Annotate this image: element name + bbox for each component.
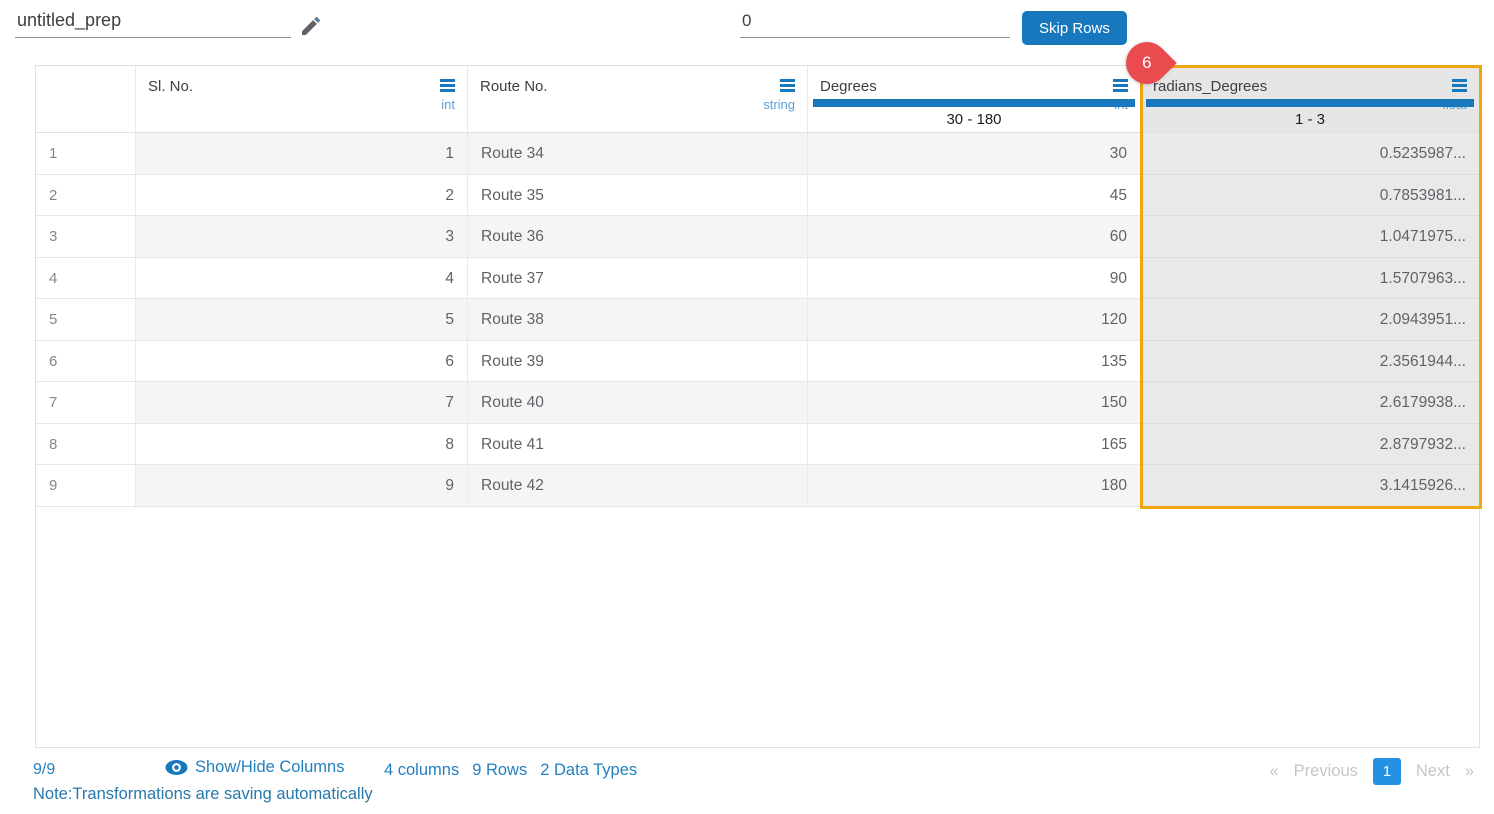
column-menu-icon[interactable]	[440, 79, 455, 92]
column-menu-icon[interactable]	[1452, 79, 1467, 92]
row-count-indicator: 9/9	[33, 761, 56, 778]
cell-route-no: Route 36	[468, 216, 808, 258]
column-range-bar	[1146, 99, 1474, 107]
cell-radians-degrees: 0.7853981...	[1141, 174, 1479, 217]
cell-row-index: 9	[36, 465, 136, 507]
pagination-page-1[interactable]: 1	[1372, 758, 1401, 785]
cell-sl-no: 9	[136, 465, 468, 507]
cell-sl-no: 5	[136, 299, 468, 341]
column-header-route-no[interactable]: Route No. string	[468, 66, 808, 133]
pagination-first[interactable]: «	[1269, 762, 1279, 780]
cell-degrees: 120	[808, 299, 1141, 341]
cell-radians-degrees: 1.0471975...	[1141, 216, 1479, 258]
skip-rows-button[interactable]: Skip Rows	[1022, 11, 1127, 45]
rows-count: 9 Rows	[472, 761, 528, 779]
cell-route-no: Route 41	[468, 423, 808, 466]
cell-degrees: 60	[808, 216, 1141, 258]
column-type-label: string	[763, 97, 795, 112]
pagination-next[interactable]: Next	[1415, 762, 1450, 780]
cell-row-index: 2	[36, 174, 136, 217]
step-badge-number: 6	[1142, 53, 1152, 72]
cell-radians-degrees: 2.3561944...	[1141, 340, 1479, 383]
cell-row-index: 1	[36, 133, 136, 175]
cell-sl-no: 2	[136, 174, 468, 217]
cell-radians-degrees: 2.0943951...	[1141, 299, 1479, 341]
edit-name-button[interactable]	[298, 14, 324, 40]
column-range-label: 30 - 180	[946, 111, 1002, 128]
cell-radians-degrees: 0.5235987...	[1141, 133, 1479, 175]
column-menu-icon[interactable]	[780, 79, 795, 92]
cell-route-no: Route 34	[468, 133, 808, 175]
cell-route-no: Route 40	[468, 382, 808, 424]
show-hide-columns-label: Show/Hide Columns	[195, 758, 345, 776]
cell-degrees: 30	[808, 133, 1141, 175]
pagination-last[interactable]: »	[1464, 762, 1474, 780]
top-bar: Skip Rows	[0, 0, 1494, 56]
column-header-sl-no[interactable]: Sl. No. int	[136, 66, 468, 133]
column-header-row-index	[36, 66, 136, 133]
cell-route-no: Route 35	[468, 174, 808, 217]
cell-row-index: 3	[36, 216, 136, 258]
cell-row-index: 7	[36, 382, 136, 424]
column-range-label: 1 - 3	[1294, 111, 1325, 128]
column-type-label: int	[441, 97, 455, 112]
cell-degrees: 45	[808, 174, 1141, 217]
prep-name-input[interactable]	[15, 8, 291, 38]
eye-icon	[165, 759, 188, 776]
dataset-summary: 4 columns 9 Rows 2 Data Types	[384, 761, 637, 780]
autosave-note: Note:Transformations are saving automati…	[33, 785, 373, 803]
cell-sl-no: 6	[136, 340, 468, 383]
cell-degrees: 180	[808, 465, 1141, 507]
skip-rows-input[interactable]	[740, 9, 1010, 38]
column-label-degrees: Degrees	[820, 78, 877, 95]
cell-row-index: 4	[36, 257, 136, 300]
cell-sl-no: 1	[136, 133, 468, 175]
table-header-row: Sl. No. int Route No. string Degreesint30 - …	[36, 66, 1479, 133]
column-header-radians-degrees[interactable]: radians_Degreesfloat1 - 3	[1141, 66, 1479, 133]
cell-sl-no: 8	[136, 423, 468, 466]
cell-degrees: 150	[808, 382, 1141, 424]
cell-sl-no: 7	[136, 382, 468, 424]
cell-degrees: 165	[808, 423, 1141, 466]
cell-route-no: Route 42	[468, 465, 808, 507]
pencil-icon	[299, 17, 323, 41]
cell-route-no: Route 39	[468, 340, 808, 383]
column-label-route-no: Route No.	[480, 78, 548, 95]
column-label-sl-no: Sl. No.	[148, 78, 194, 95]
column-header-degrees[interactable]: Degreesint30 - 180	[808, 66, 1141, 133]
cell-radians-degrees: 2.8797932...	[1141, 423, 1479, 466]
column-menu-icon[interactable]	[1113, 79, 1128, 92]
cell-radians-degrees: 3.1415926...	[1141, 465, 1479, 507]
cell-sl-no: 3	[136, 216, 468, 258]
columns-count: 4 columns	[384, 761, 460, 779]
pagination-previous[interactable]: Previous	[1293, 762, 1358, 780]
cell-sl-no: 4	[136, 257, 468, 300]
table-body: 1 1 Route 34 30 0.5235987... 2 2 Route 35 45 0.78…	[36, 133, 1479, 507]
data-table: Sl. No. int Route No. string Degreesint30 - …	[35, 33, 1482, 748]
footer-bar: 9/9 Show/Hide Columns 4 columns 9 Rows 2…	[0, 748, 1494, 814]
cell-degrees: 135	[808, 340, 1141, 383]
cell-radians-degrees: 2.6179938...	[1141, 382, 1479, 424]
cell-degrees: 90	[808, 257, 1141, 300]
cell-row-index: 6	[36, 340, 136, 383]
pagination: « Previous 1 Next »	[1269, 758, 1474, 785]
cell-radians-degrees: 1.5707963...	[1141, 257, 1479, 300]
show-hide-columns-button[interactable]: Show/Hide Columns	[165, 758, 344, 777]
column-label-radians-degrees: radians_Degrees	[1153, 78, 1268, 95]
cell-route-no: Route 38	[468, 299, 808, 341]
column-range-bar	[813, 99, 1135, 107]
cell-route-no: Route 37	[468, 257, 808, 300]
cell-row-index: 5	[36, 299, 136, 341]
cell-row-index: 8	[36, 423, 136, 466]
data-types-count: 2 Data Types	[540, 761, 638, 779]
